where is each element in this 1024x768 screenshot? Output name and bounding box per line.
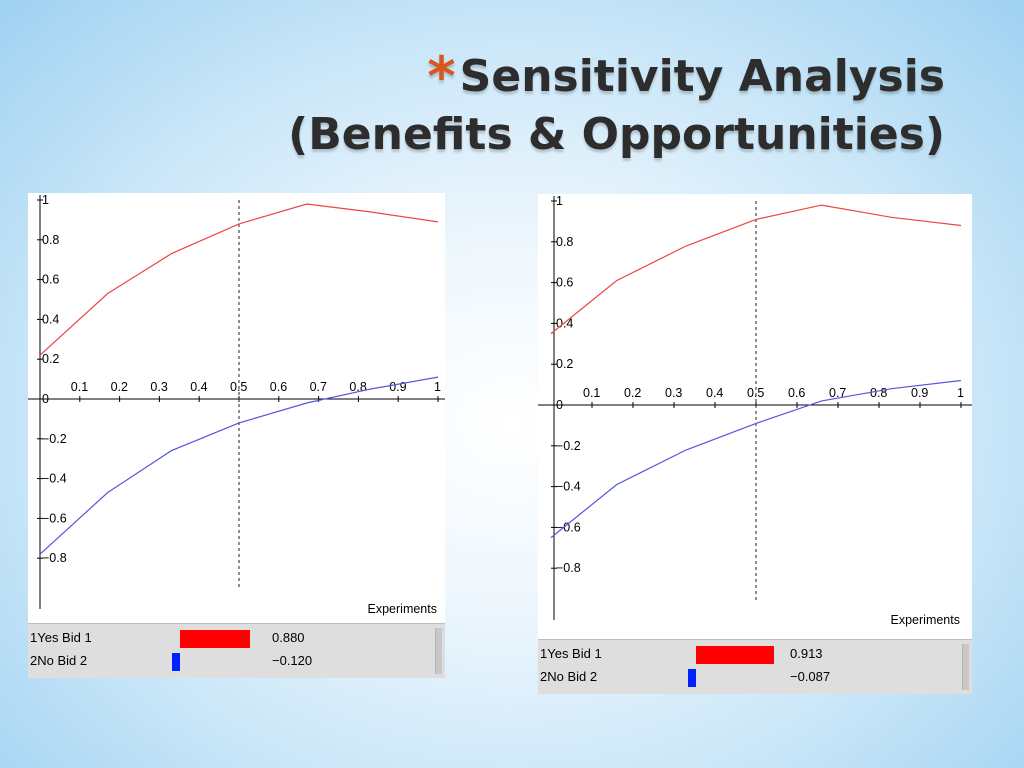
x-axis-label: Experiments <box>891 613 960 627</box>
right-sensitivity-panel: 1 0.8 0.6 0.4 0.2 0 −0.2 −0.4 −0.6 −0.8 0.1 0.2 0.3 0… <box>538 194 972 694</box>
no-bid-row: 2No Bid 2 −0.120 <box>28 651 445 671</box>
y-tick-label: 0.6 <box>556 276 573 290</box>
left-results-table: 1Yes Bid 1 0.880 2No Bid 2 −0.120 <box>28 623 445 678</box>
x-tick-label: 0.6 <box>788 386 805 400</box>
priority-value: −0.087 <box>790 669 831 684</box>
y-tick-label: 0.2 <box>42 352 59 366</box>
alternative-label: 2No Bid 2 <box>540 669 598 684</box>
x-tick-label: 0.1 <box>71 380 88 394</box>
priority-bar <box>688 669 696 687</box>
y-tick-label: 0.6 <box>42 273 59 287</box>
y-tick-label: −0.4 <box>556 480 581 494</box>
alternative-label: 2No Bid 2 <box>30 653 88 668</box>
x-tick-label: 0.4 <box>190 380 207 394</box>
priority-value: 0.880 <box>272 630 305 645</box>
slide-title: *Sensitivity Analysis (Benefits & Opport… <box>0 48 945 164</box>
x-axis-label: Experiments <box>368 602 437 616</box>
x-tick-label: 0.3 <box>665 386 682 400</box>
y-tick-label: 0 <box>556 398 563 412</box>
alternative-label: 1Yes Bid 1 <box>30 630 92 645</box>
y-tick-label: −0.6 <box>42 511 67 525</box>
y-tick-label: −0.8 <box>42 551 67 565</box>
title-line-2: (Benefits & Opportunities) <box>288 109 945 160</box>
priority-bar <box>180 630 251 648</box>
x-tick-label: 0.6 <box>270 380 287 394</box>
x-tick-label: 1 <box>957 386 964 400</box>
y-tick-label: 1 <box>556 194 563 208</box>
y-tick-label: 0.4 <box>42 312 59 326</box>
x-tick-label: 0.8 <box>870 386 887 400</box>
y-tick-label: 1 <box>42 193 49 207</box>
x-tick-label: 1 <box>434 380 441 394</box>
no-bid-line <box>550 379 962 539</box>
yes-bid-line <box>39 203 439 356</box>
x-tick-label: 0.2 <box>111 380 128 394</box>
y-tick-label: 0.2 <box>556 357 573 371</box>
x-tick-label: 0.7 <box>310 380 327 394</box>
priority-bar <box>696 646 774 664</box>
x-tick-label: 0.2 <box>624 386 641 400</box>
x-tick-label: 0.7 <box>829 386 846 400</box>
yes-bid-row: 1Yes Bid 1 0.880 <box>28 628 445 648</box>
y-tick-label: −0.6 <box>556 520 581 534</box>
right-results-table: 1Yes Bid 1 0.913 2No Bid 2 −0.087 <box>538 639 972 694</box>
x-tick-label: 0.9 <box>389 380 406 394</box>
alternative-label: 1Yes Bid 1 <box>540 646 602 661</box>
priority-value: −0.120 <box>272 653 313 668</box>
y-tick-label: 0.8 <box>556 235 573 249</box>
yes-bid-row: 1Yes Bid 1 0.913 <box>538 644 972 664</box>
y-tick-label: −0.2 <box>42 432 67 446</box>
x-tick-label: 0.1 <box>583 386 600 400</box>
y-tick-label: 0 <box>42 392 49 406</box>
results-scrollbar[interactable] <box>962 644 969 690</box>
priority-value: 0.913 <box>790 646 823 661</box>
x-tick-label: 0.3 <box>150 380 167 394</box>
no-bid-line <box>39 376 439 555</box>
results-scrollbar[interactable] <box>435 628 442 674</box>
no-bid-row: 2No Bid 2 −0.087 <box>538 667 972 687</box>
y-tick-label: −0.2 <box>556 439 581 453</box>
right-sensitivity-chart: 1 0.8 0.6 0.4 0.2 0 −0.2 −0.4 −0.6 −0.8 0.1 0.2 0.3 0… <box>538 194 972 627</box>
y-tick-label: 0.4 <box>556 316 573 330</box>
y-tick-label: −0.8 <box>556 561 581 575</box>
title-line-1: Sensitivity Analysis <box>459 51 945 102</box>
y-tick-label: 0.8 <box>42 233 59 247</box>
priority-bar <box>172 653 180 671</box>
x-tick-label: 0.4 <box>706 386 723 400</box>
x-tick-label: 0.9 <box>911 386 928 400</box>
left-sensitivity-chart: 1 0.8 0.6 0.4 0.2 0 −0.2 −0.4 −0.6 −0.8 0.1 0.2 0.3 0… <box>28 193 445 616</box>
left-sensitivity-panel: 1 0.8 0.6 0.4 0.2 0 −0.2 −0.4 −0.6 −0.8 0.1 0.2 0.3 0… <box>28 193 445 678</box>
title-bullet: * <box>427 45 456 108</box>
y-tick-label: −0.4 <box>42 472 67 486</box>
yes-bid-line <box>550 204 962 335</box>
